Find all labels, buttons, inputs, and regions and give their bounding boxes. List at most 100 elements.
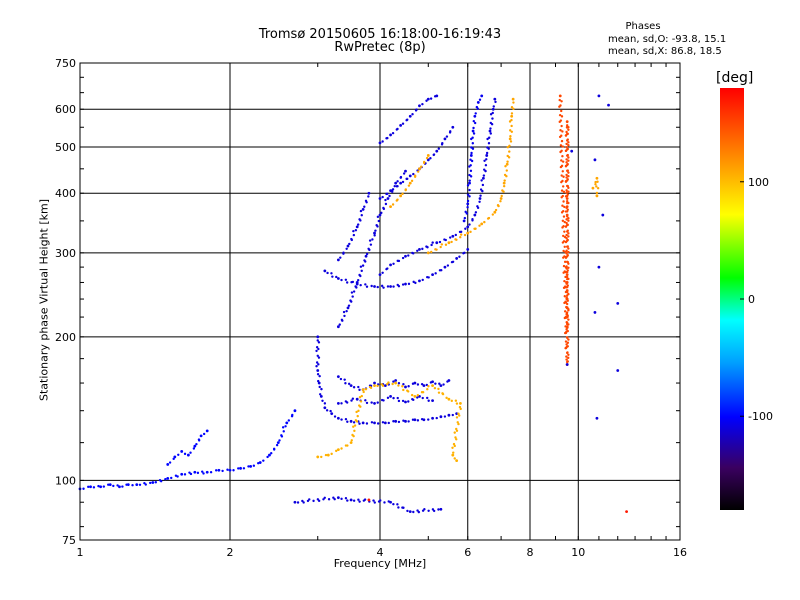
- data-point: [408, 510, 412, 514]
- data-point: [463, 251, 466, 255]
- data-point: [392, 262, 395, 265]
- data-point: [469, 164, 472, 167]
- data-point: [364, 254, 368, 258]
- data-point: [326, 271, 329, 275]
- data-point: [397, 420, 401, 424]
- data-point: [564, 179, 568, 183]
- data-point: [476, 205, 479, 208]
- data-point: [391, 203, 395, 206]
- y-tick-label: 400: [55, 187, 76, 200]
- data-point: [415, 108, 418, 111]
- data-point: [565, 273, 569, 277]
- data-point: [320, 455, 323, 459]
- data-point: [183, 473, 187, 476]
- y-tick-label: 500: [55, 141, 76, 154]
- data-point: [455, 459, 459, 463]
- data-point: [381, 140, 384, 143]
- data-point: [565, 154, 569, 157]
- data-point: [389, 205, 392, 208]
- data-point: [351, 397, 355, 400]
- data-point: [431, 273, 434, 277]
- data-point: [567, 338, 570, 341]
- data-point: [237, 467, 240, 470]
- data-point: [315, 349, 318, 353]
- data-point: [357, 498, 360, 501]
- data-point: [192, 447, 196, 450]
- data-point: [441, 392, 445, 396]
- data-point: [404, 400, 407, 404]
- data-point: [373, 501, 376, 504]
- data-point: [406, 118, 409, 121]
- data-point: [350, 237, 353, 241]
- data-point: [447, 241, 451, 245]
- data-point: [242, 467, 246, 470]
- data-point: [471, 218, 474, 221]
- data-point: [567, 353, 570, 356]
- data-point: [359, 209, 363, 213]
- data-point: [351, 280, 355, 284]
- phase-stats-o: mean, sd,O: -93.8, 15.1: [608, 34, 727, 45]
- data-point: [394, 419, 398, 423]
- data-point: [316, 373, 320, 376]
- data-point: [561, 160, 565, 163]
- data-point: [559, 129, 562, 132]
- data-point: [427, 276, 430, 279]
- data-point: [406, 177, 409, 181]
- data-point: [565, 145, 568, 149]
- data-point: [607, 103, 610, 107]
- data-point: [455, 402, 459, 405]
- data-point: [563, 260, 567, 264]
- data-point: [349, 419, 353, 423]
- data-point: [443, 137, 447, 141]
- data-point: [500, 194, 503, 198]
- data-point: [512, 101, 515, 104]
- data-point: [401, 122, 405, 125]
- data-point: [370, 284, 373, 288]
- data-point: [343, 378, 346, 381]
- data-point: [327, 498, 331, 501]
- data-point: [560, 164, 564, 168]
- data-point: [370, 421, 374, 424]
- data-point: [364, 388, 368, 391]
- data-point: [396, 198, 399, 201]
- data-point: [455, 257, 459, 260]
- data-point: [164, 477, 167, 481]
- y-axis-label: Stationary phase Virtual Height [km]: [37, 198, 51, 402]
- data-point: [412, 398, 415, 402]
- data-point: [510, 105, 514, 109]
- data-point: [451, 234, 455, 238]
- data-point: [369, 386, 373, 390]
- data-point: [469, 175, 473, 178]
- data-point: [426, 388, 429, 391]
- data-point: [485, 158, 488, 161]
- data-point: [506, 160, 509, 163]
- data-point: [252, 464, 256, 467]
- data-point: [438, 382, 441, 385]
- data-point: [126, 483, 130, 486]
- data-point: [567, 235, 570, 238]
- data-point: [407, 385, 410, 388]
- data-point: [367, 498, 371, 502]
- data-point: [391, 382, 394, 386]
- data-point: [453, 444, 456, 448]
- data-point: [397, 285, 401, 288]
- data-point: [564, 340, 568, 343]
- data-point: [565, 139, 569, 142]
- data-point: [476, 101, 480, 104]
- data-point: [562, 200, 565, 203]
- data-point: [446, 264, 450, 267]
- figure-title: Tromsø 20150605 16:18:00-16:19:43: [258, 27, 502, 42]
- data-point: [319, 395, 323, 398]
- data-point: [340, 318, 344, 322]
- data-point: [318, 393, 322, 396]
- data-point: [594, 183, 597, 186]
- data-point: [561, 179, 564, 183]
- data-point: [440, 268, 443, 272]
- data-point: [565, 358, 568, 361]
- data-point: [509, 135, 512, 138]
- data-point: [567, 201, 570, 205]
- data-point: [357, 385, 360, 389]
- data-point: [485, 151, 489, 155]
- data-point: [177, 453, 180, 456]
- data-point: [567, 318, 570, 321]
